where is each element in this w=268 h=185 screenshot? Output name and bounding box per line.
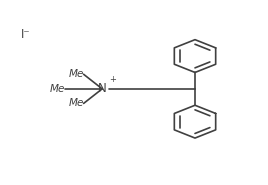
Text: Me: Me — [50, 84, 65, 94]
Text: N: N — [98, 82, 107, 95]
Text: Me: Me — [68, 69, 84, 79]
Text: +: + — [110, 75, 117, 84]
Text: I⁻: I⁻ — [21, 28, 31, 41]
Text: Me: Me — [68, 98, 84, 108]
